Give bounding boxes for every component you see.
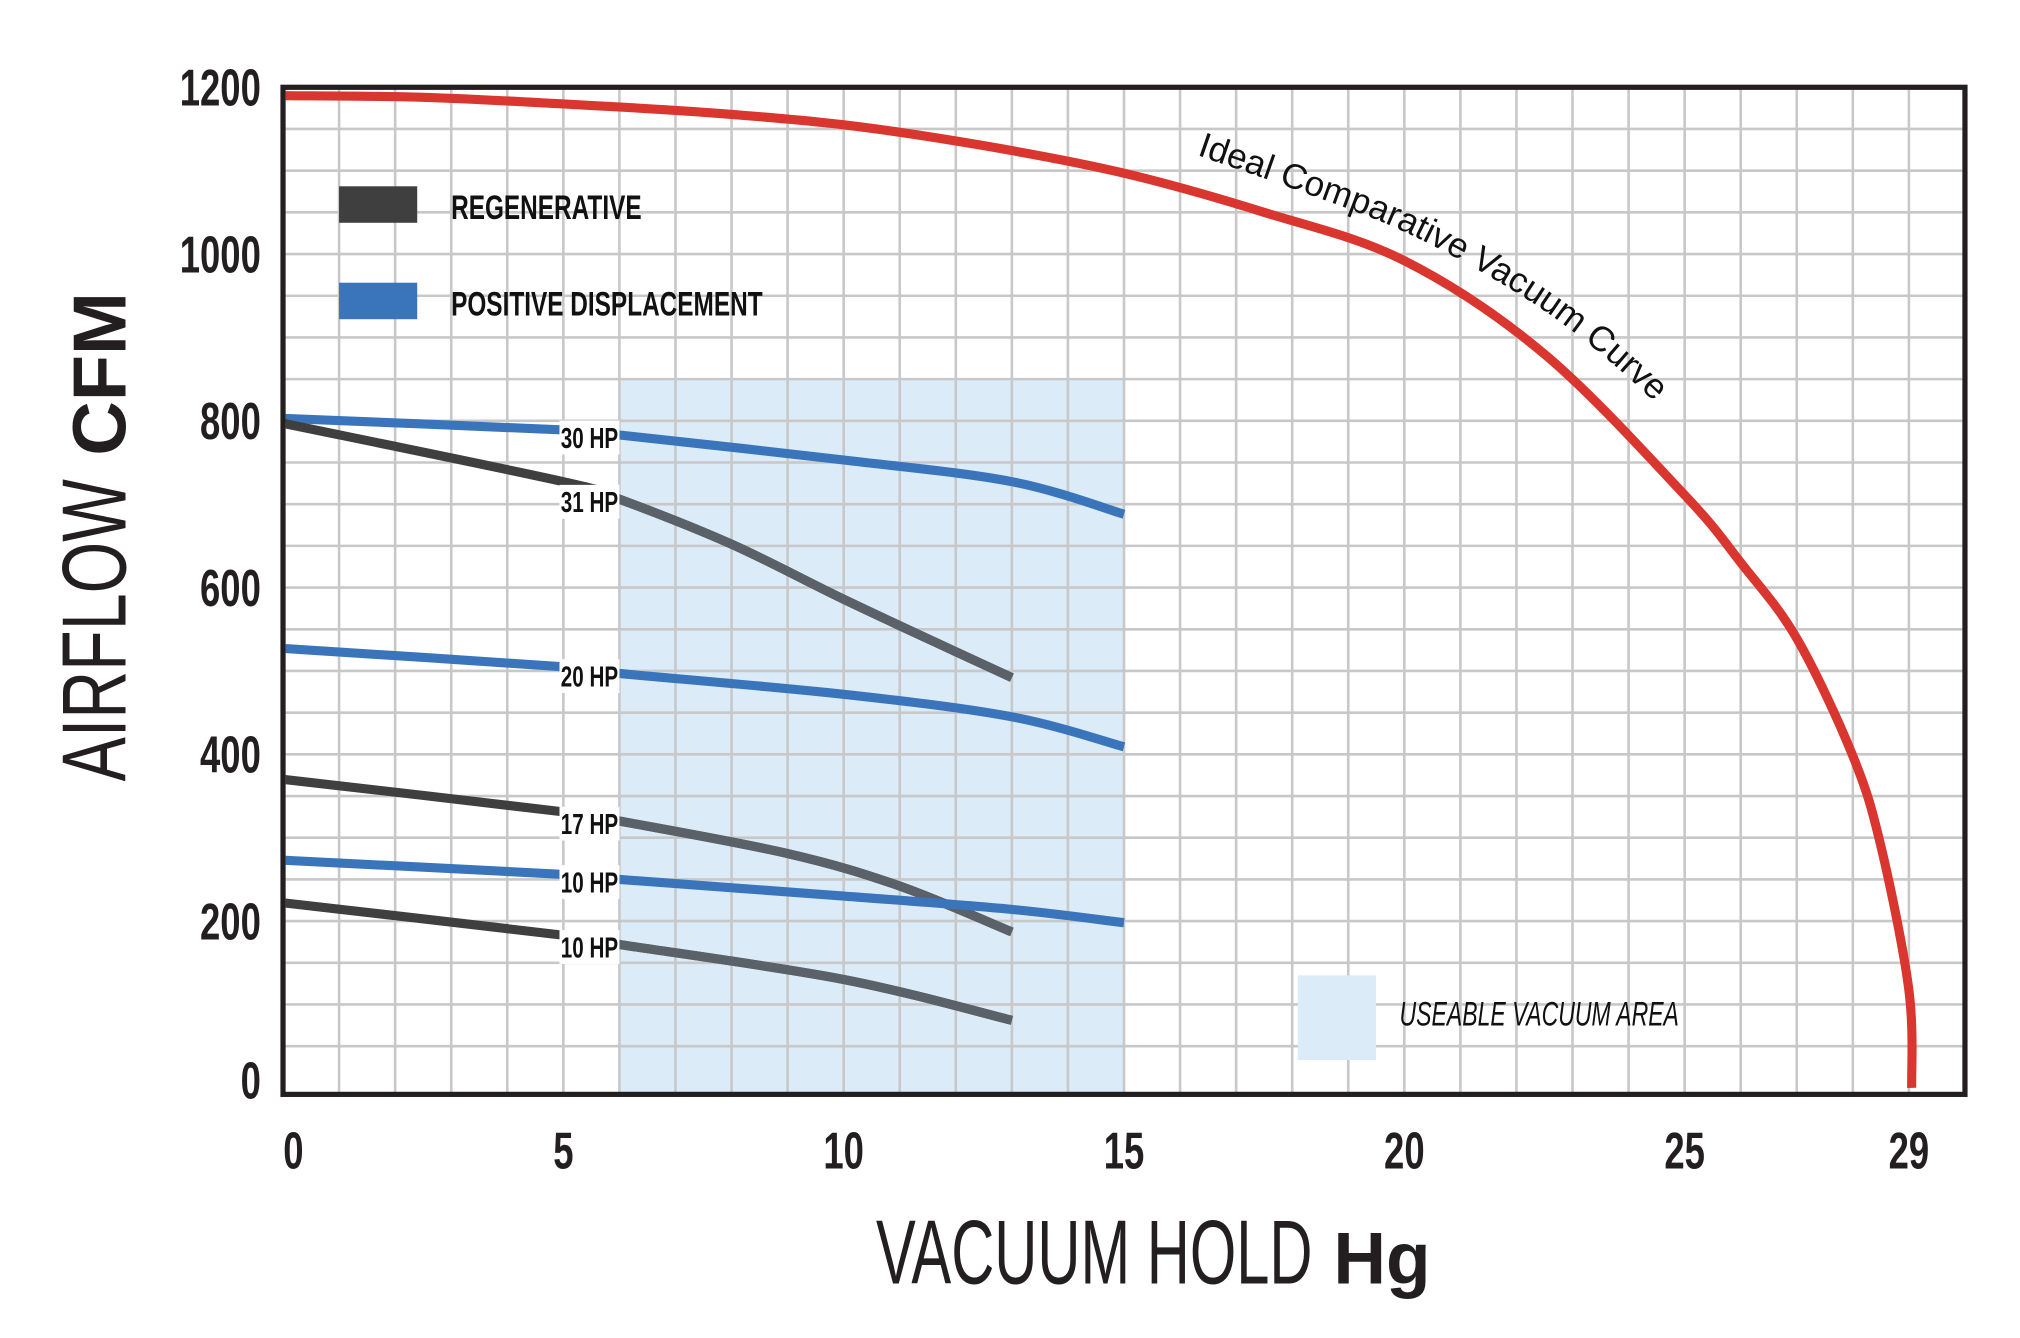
y-tick-label: 600 xyxy=(200,558,261,617)
x-tick-label: 5 xyxy=(553,1121,573,1180)
usable-area-label: USEABLE VACUUM AREA xyxy=(1400,996,1679,1033)
y-tick-label: 400 xyxy=(200,725,261,784)
usable-area-legend-swatch xyxy=(1297,975,1376,1060)
series-label-background xyxy=(559,865,620,899)
legend-swatch xyxy=(339,186,418,223)
series-label: 20 HP xyxy=(561,661,618,693)
y-axis-label: AIRFLOW xyxy=(43,479,145,781)
legend-swatch xyxy=(339,282,418,320)
x-tick-label: 10 xyxy=(823,1121,864,1180)
legend-label: REGENERATIVE xyxy=(451,189,642,227)
plot-frame xyxy=(280,84,1968,1097)
series-line-usable-segment xyxy=(619,939,1013,1025)
series-label-background xyxy=(559,659,620,693)
series-label: 10 HP xyxy=(561,867,618,899)
series-label-background xyxy=(559,806,620,841)
series-line-usable-segment xyxy=(619,494,1014,682)
y-tick-label: 200 xyxy=(200,892,261,951)
series-line xyxy=(285,413,1126,519)
series-label-background xyxy=(559,930,620,964)
series-label: 10 HP xyxy=(561,932,618,964)
legend-label: POSITIVE DISPLACEMENT xyxy=(451,285,763,323)
ideal-curve-label-path xyxy=(1197,155,1685,430)
series-label-background xyxy=(559,484,620,519)
ideal-curve-line xyxy=(285,91,1917,1088)
y-tick-label: 1000 xyxy=(180,225,261,284)
x-axis-label: VACUUM HOLD xyxy=(876,1201,1312,1303)
usable-vacuum-area xyxy=(619,379,1124,1095)
y-axis-title: AIRFLOW CFM xyxy=(43,292,145,781)
y-tick-label: 1200 xyxy=(180,58,261,117)
x-axis-unit: Hg xyxy=(1333,1218,1430,1299)
series-label: 17 HP xyxy=(561,809,618,841)
series-line xyxy=(285,855,1125,928)
series-line xyxy=(285,644,1126,752)
series-label-background xyxy=(559,420,620,455)
ideal-curve-label: Ideal Comparative Vacuum Curve xyxy=(1194,126,1676,408)
x-tick-label: 0 xyxy=(283,1121,303,1180)
series-label: 31 HP xyxy=(561,487,618,519)
x-tick-label: 29 xyxy=(1889,1121,1930,1180)
series-label: 30 HP xyxy=(561,423,618,455)
x-axis-title: VACUUM HOLD Hg xyxy=(876,1201,1431,1303)
x-tick-label: 25 xyxy=(1664,1121,1705,1180)
y-tick-label: 800 xyxy=(200,392,261,451)
y-axis-unit: CFM xyxy=(58,292,142,456)
x-tick-label: 20 xyxy=(1384,1121,1425,1180)
x-tick-label: 15 xyxy=(1104,1121,1145,1180)
ideal-curve-label-text: Ideal Comparative Vacuum Curve xyxy=(1194,126,1676,408)
y-tick-label: 0 xyxy=(241,1051,261,1110)
series-line-usable-segment xyxy=(619,816,1014,937)
